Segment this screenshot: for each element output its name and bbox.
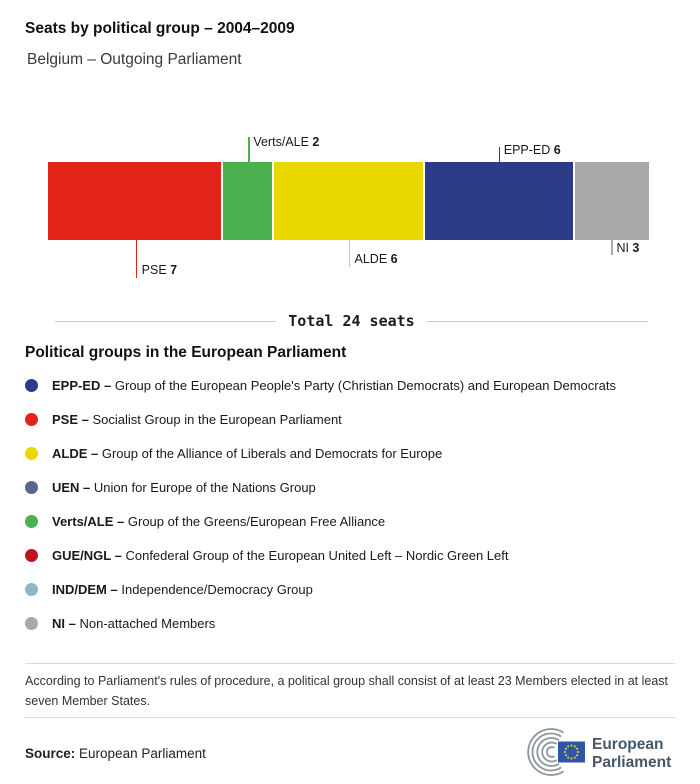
divider-line-right (426, 320, 648, 322)
legend-dot-icon (25, 378, 38, 392)
hemicycle-arcs-icon (527, 728, 564, 776)
page-subtitle: Belgium – Outgoing Parliament (27, 51, 242, 68)
eu-flag-icon (558, 741, 585, 763)
logo-text-line2: Parliament (592, 754, 671, 771)
legend-item-alde: ALDE – Group of the Alliance of Liberals… (25, 436, 675, 470)
legend-item-ind-dem: IND/DEM – Independence/Democracy Group (25, 572, 675, 606)
bar-segment-pse (48, 162, 221, 240)
callout-line (248, 137, 250, 162)
legend-dot-icon (25, 548, 38, 562)
page-title: Seats by political group – 2004–2009 (25, 20, 295, 37)
legend-dot-icon (25, 616, 38, 630)
legend-list: EPP-ED – Group of the European People's … (25, 368, 675, 640)
footnote-text: According to Parliament's rules of proce… (25, 674, 668, 708)
legend-dot-icon (25, 446, 38, 460)
bar-segment-verts-ale (222, 162, 273, 240)
source-line: Source: European Parliament (25, 746, 206, 761)
logo-text-line1: European (592, 736, 663, 753)
callout-line (611, 240, 613, 255)
callout-line (498, 147, 501, 162)
legend-item-gue-ngl: GUE/NGL – Confederal Group of the Europe… (25, 538, 675, 572)
footnote-bottom-rule (25, 717, 675, 718)
legend-item-pse: PSE – Socialist Group in the European Pa… (25, 402, 675, 436)
legend-heading: Political groups in the European Parliam… (25, 344, 347, 361)
callout-line (348, 240, 350, 267)
total-seats-divider: Total 24 seats (55, 312, 648, 330)
callout-line (135, 240, 138, 278)
legend-dot-icon (25, 514, 38, 528)
legend-dot-icon (25, 412, 38, 426)
divider-line-left (55, 320, 277, 322)
bar-segment-epp-ed (424, 162, 573, 240)
legend-item-epp-ed: EPP-ED – Group of the European People's … (25, 368, 675, 402)
footnote-top-rule (25, 663, 675, 664)
stacked-bar-chart (48, 162, 649, 240)
stacked-bar (48, 162, 649, 240)
legend-item-uen: UEN – Union for Europe of the Nations Gr… (25, 470, 675, 504)
bar-segment-ni (574, 162, 649, 240)
legend-dot-icon (25, 480, 38, 494)
european-parliament-logo: European Parliament (527, 728, 671, 776)
total-seats-label: Total 24 seats (288, 312, 415, 330)
source-value: European Parliament (79, 746, 206, 761)
legend-item-ni: NI – Non-attached Members (25, 606, 675, 640)
legend-dot-icon (25, 582, 38, 596)
source-label: Source: (25, 746, 76, 761)
legend-item-verts-ale: Verts/ALE – Group of the Greens/European… (25, 504, 675, 538)
bar-segment-alde (274, 162, 423, 240)
